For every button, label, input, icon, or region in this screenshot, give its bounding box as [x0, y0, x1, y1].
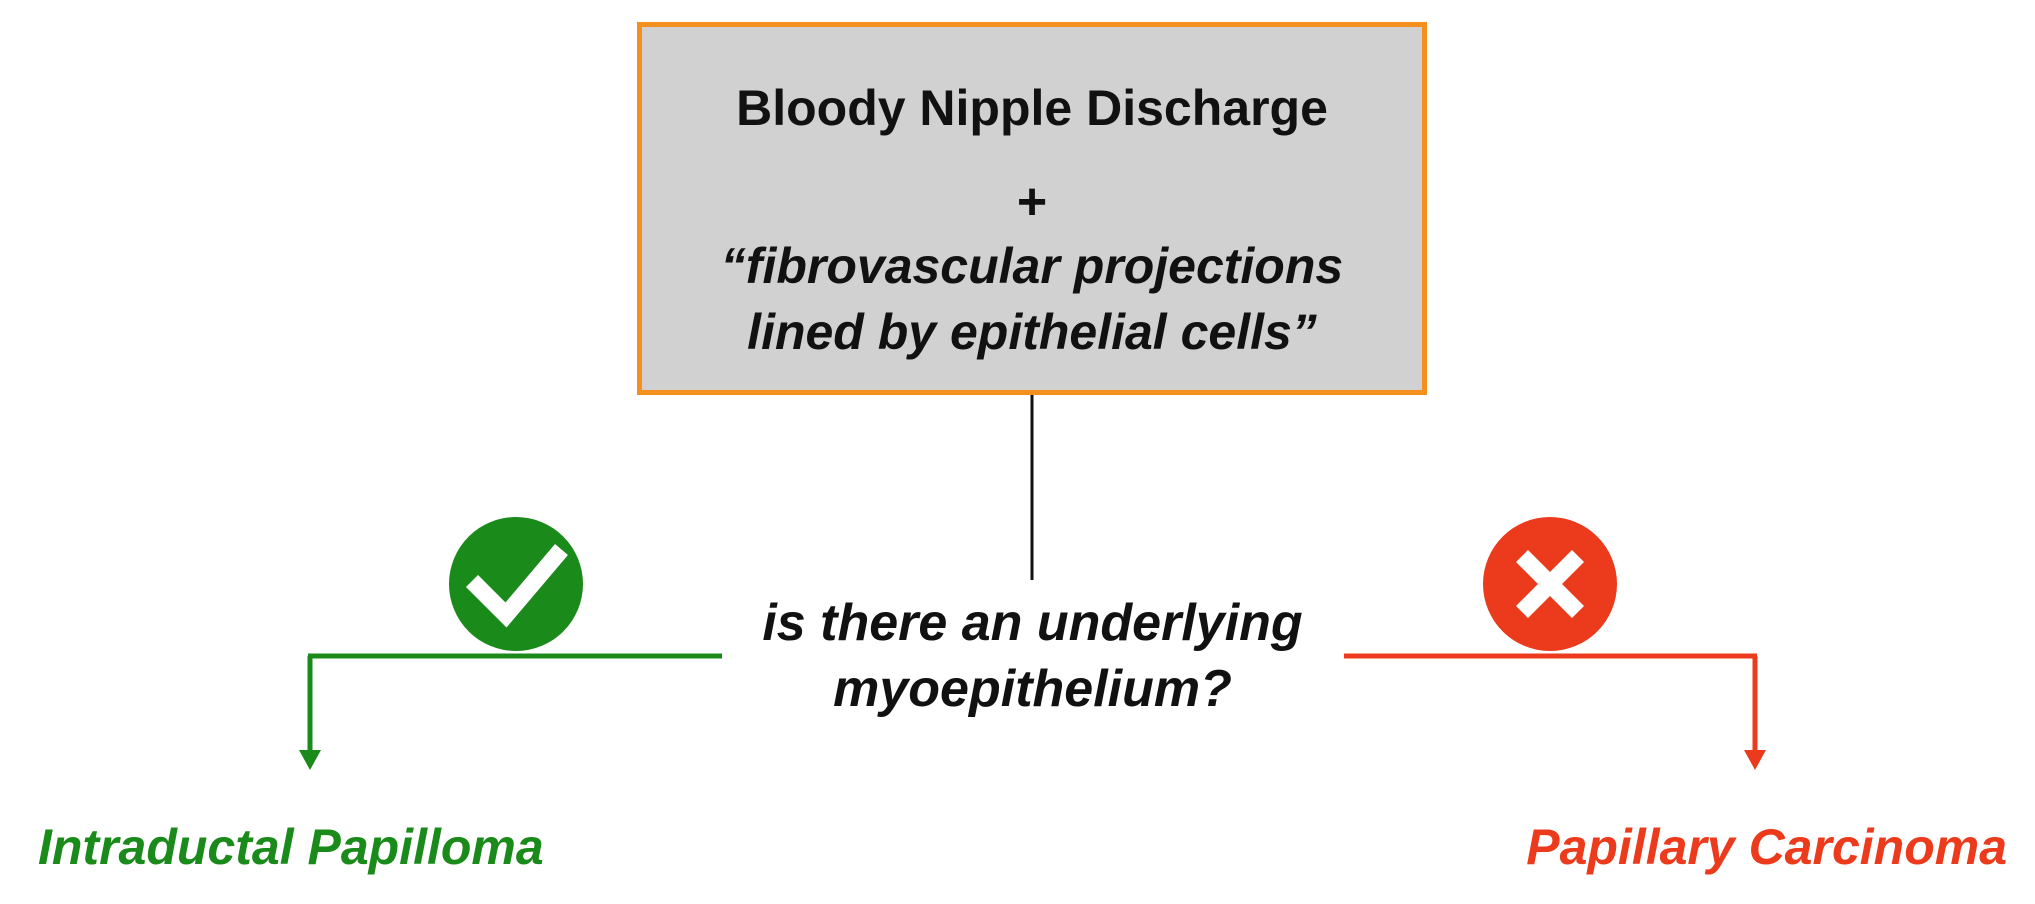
question-line1: is there an underlying: [762, 594, 1303, 652]
checkmark-icon: [449, 517, 583, 651]
yes-arrow-head: [299, 750, 321, 770]
box-plus: +: [1016, 173, 1048, 231]
question-line2: myoepithelium?: [833, 660, 1232, 718]
criteria-box: Bloody Nipple Discharge + “fibrovascular…: [637, 22, 1427, 395]
box-quote-line2: lined by epithelial cells”: [747, 304, 1317, 360]
box-quote-line1: “fibrovascular projections: [720, 238, 1344, 294]
box-quote: “fibrovascular projections lined by epit…: [642, 233, 1422, 365]
box-title: Bloody Nipple Discharge: [736, 80, 1328, 136]
decision-question: is there an underlying myoepithelium?: [700, 590, 1365, 722]
outcome-yes-label: Intraductal Papilloma: [38, 819, 544, 875]
x-mark-icon: [1483, 517, 1617, 651]
no-arrow-head: [1744, 750, 1766, 770]
outcome-no-label: Papillary Carcinoma: [1526, 819, 2007, 875]
